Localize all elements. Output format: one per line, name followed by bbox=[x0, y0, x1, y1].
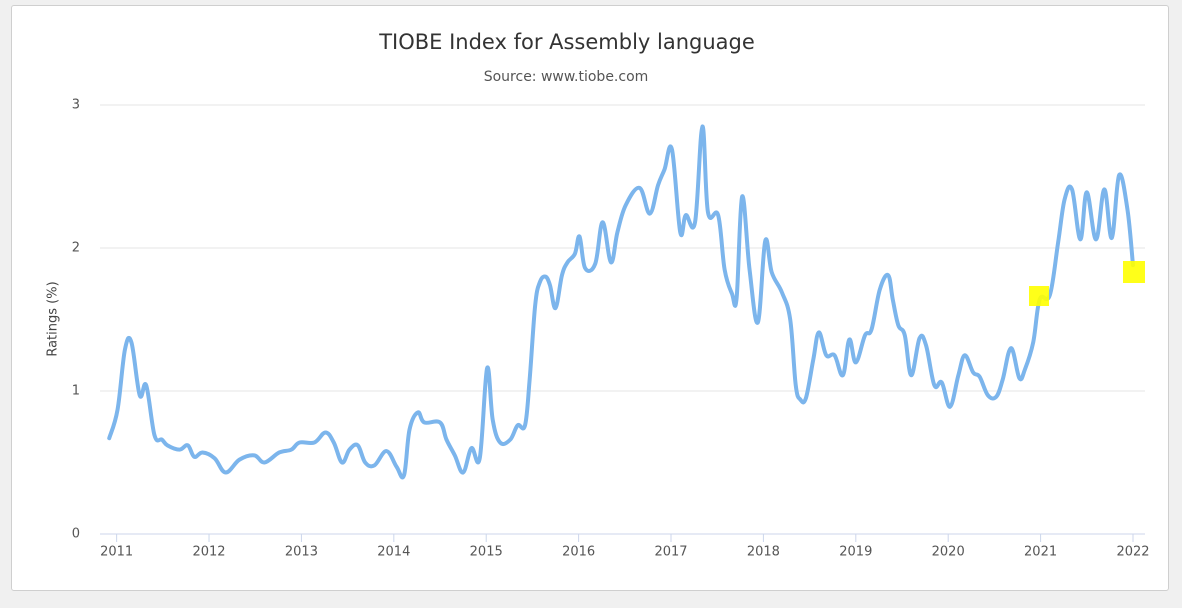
data-line bbox=[107, 124, 1135, 480]
highlight bbox=[1123, 261, 1145, 283]
chart-title: TIOBE Index for Assembly language bbox=[378, 30, 755, 54]
y-tick-label: 0 bbox=[72, 527, 80, 542]
x-tick-label: 2014 bbox=[377, 545, 410, 560]
x-tick-label: 2022 bbox=[1116, 545, 1149, 560]
x-tick-label: 2021 bbox=[1024, 545, 1057, 560]
chart-subtitle: Source: www.tiobe.com bbox=[484, 69, 649, 85]
chart-frame bbox=[11, 5, 1169, 591]
x-tick-label: 2017 bbox=[654, 545, 687, 560]
y-tick-label: 1 bbox=[72, 384, 80, 399]
x-tick-label: 2011 bbox=[100, 545, 133, 560]
x-tick-label: 2020 bbox=[932, 545, 965, 560]
y-tick-label: 3 bbox=[72, 98, 80, 113]
x-tick-label: 2019 bbox=[839, 545, 872, 560]
x-tick-label: 2013 bbox=[285, 545, 318, 560]
x-tick-label: 2016 bbox=[562, 545, 595, 560]
x-tick-label: 2012 bbox=[192, 545, 225, 560]
y-axis-title: Ratings (%) bbox=[46, 281, 61, 356]
x-tick-label: 2015 bbox=[470, 545, 503, 560]
highlight bbox=[1029, 286, 1049, 306]
y-tick-label: 2 bbox=[72, 241, 80, 256]
x-tick-label: 2018 bbox=[747, 545, 780, 560]
